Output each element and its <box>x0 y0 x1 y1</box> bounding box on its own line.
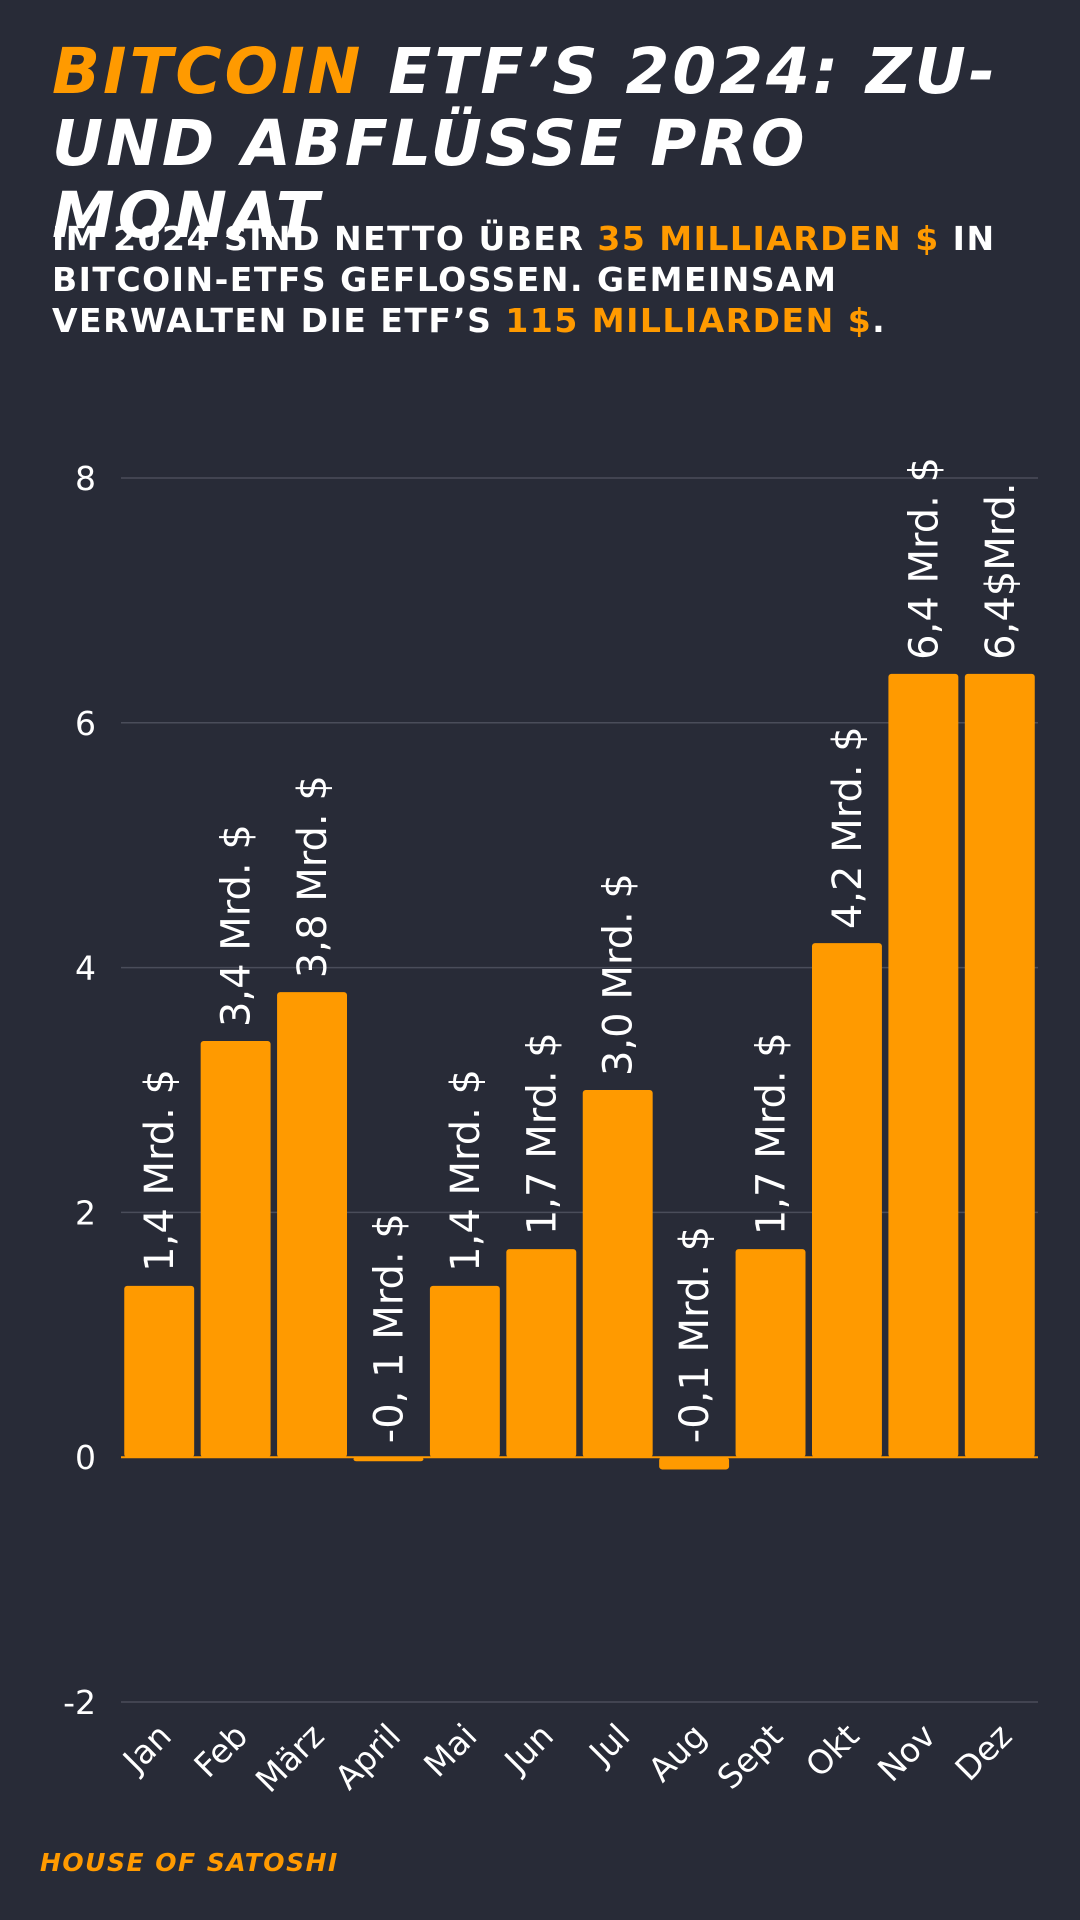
y-tick-label: 8 <box>75 459 96 498</box>
x-tick-label: Dez <box>947 1716 1019 1788</box>
x-tick-label: Okt <box>798 1716 867 1785</box>
data-label: 1,4 Mrd. $ <box>443 1069 489 1272</box>
y-tick-label: 6 <box>75 704 96 743</box>
data-label: 1,7 Mrd. $ <box>519 1032 565 1235</box>
x-tick-label: Mai <box>416 1716 485 1785</box>
data-label: 4,2 Mrd. $ <box>825 726 871 929</box>
x-tick-label: Feb <box>186 1716 255 1785</box>
data-label: 1,4 Mrd. $ <box>137 1069 183 1272</box>
bar <box>429 1285 500 1458</box>
y-tick-label: 4 <box>75 949 96 988</box>
subtitle-part1: IM 2024 SIND NETTO ÜBER <box>52 219 598 258</box>
x-tick-label: Sept <box>709 1716 790 1797</box>
x-tick-label: März <box>248 1716 332 1800</box>
bar <box>735 1249 806 1458</box>
data-label: 1,7 Mrd. $ <box>749 1032 795 1235</box>
bar <box>582 1090 653 1458</box>
chart-title: BITCOIN ETF’S 2024: ZU- UND ABFLÜSSE PRO… <box>52 36 1052 252</box>
bar <box>506 1249 577 1458</box>
y-tick-label: -2 <box>63 1683 96 1722</box>
subtitle-highlight-2: 115 MILLIARDEN $ <box>505 301 873 340</box>
bar <box>659 1457 730 1470</box>
data-label: 3,8 Mrd. $ <box>290 775 336 978</box>
subtitle-highlight-1: 35 MILLIARDEN $ <box>597 219 940 258</box>
data-label: 3,4 Mrd. $ <box>214 824 260 1027</box>
data-label: -0,1 Mrd. $ <box>672 1226 718 1443</box>
x-tick-label: Aug <box>641 1716 714 1789</box>
bar <box>277 992 348 1458</box>
bar <box>200 1041 271 1458</box>
x-tick-label: Jun <box>495 1716 560 1781</box>
bar <box>888 673 959 1458</box>
x-tick-label: Nov <box>870 1716 943 1789</box>
title-accent: BITCOIN <box>52 35 364 108</box>
x-tick-label: April <box>327 1716 408 1797</box>
x-tick-label: Jan <box>114 1716 179 1781</box>
brand-footer: HOUSE OF SATOSHI <box>40 1848 339 1877</box>
data-label: 3,0 Mrd. $ <box>596 873 642 1076</box>
subtitle-part2: IN BITCOIN-ETFS GEFLOSSEN. GEMEINSAM VER… <box>52 219 996 340</box>
data-label: -0, 1 Mrd. $ <box>366 1213 412 1443</box>
data-label: 6,4$Mrd. <box>978 482 1024 659</box>
chart-subtitle: IM 2024 SIND NETTO ÜBER 35 MILLIARDEN $ … <box>52 218 1052 341</box>
bar <box>811 943 882 1458</box>
title-rest: ETF’S 2024: ZU- UND ABFLÜSSE PRO MONAT <box>52 35 998 252</box>
bar <box>124 1285 195 1458</box>
y-tick-label: 0 <box>75 1438 96 1477</box>
x-tick-label: Jul <box>580 1716 637 1773</box>
bar <box>964 673 1035 1458</box>
subtitle-part3: . <box>872 301 887 340</box>
data-label: 6,4 Mrd. $ <box>901 457 947 660</box>
y-tick-label: 2 <box>75 1193 96 1232</box>
